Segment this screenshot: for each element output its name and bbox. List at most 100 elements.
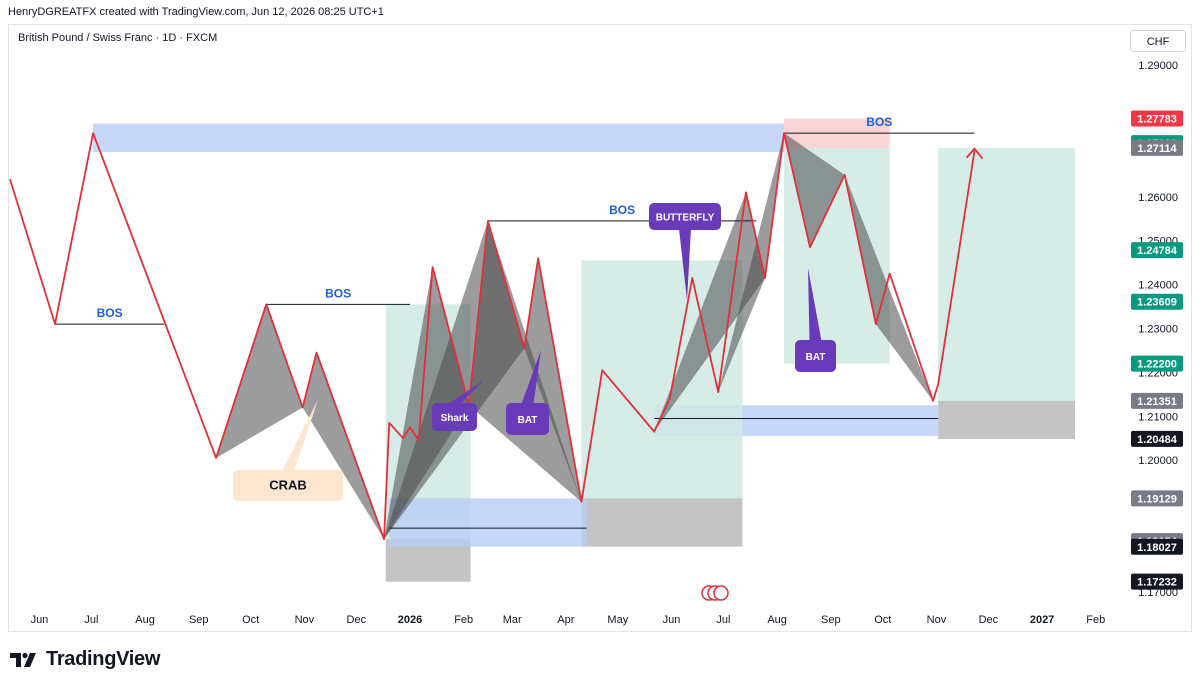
crab-label: CRAB [233, 400, 343, 501]
x-axis-tick: Sep [821, 614, 841, 626]
bos-label: BOS [97, 306, 123, 320]
label-text: BUTTERFLY [656, 213, 715, 224]
x-axis-tick: Oct [242, 614, 259, 626]
pattern-label: BAT [795, 268, 836, 372]
x-axis-tick: Jul [716, 614, 730, 626]
brand-footer[interactable]: TradingView [10, 648, 160, 671]
price-tag: 1.22200 [1131, 355, 1183, 372]
label-box [432, 403, 477, 431]
y-axis-tick: 1.20000 [1138, 455, 1178, 467]
y-axis-tick: 1.21000 [1138, 411, 1178, 423]
x-axis-tick: Feb [1086, 614, 1105, 626]
symbol-title: British Pound / Swiss Franc · 1D · FXCM [18, 32, 218, 44]
x-axis-tick: Sep [189, 614, 209, 626]
x-axis-tick: 2026 [398, 614, 422, 626]
x-axis-tick: 2027 [1030, 614, 1054, 626]
price-tag: 1.20484 [1131, 430, 1183, 447]
x-axis-tick: Jun [31, 614, 49, 626]
price-tag: 1.19129 [1131, 490, 1183, 507]
price-tag-value: 1.23609 [1137, 297, 1177, 309]
pattern-triangle-bcd-2 [524, 258, 582, 502]
x-axis-tick: Nov [295, 614, 315, 626]
x-axis-tick: Dec [979, 614, 999, 626]
price-tag-value: 1.20484 [1137, 434, 1178, 446]
price-tag-box [1131, 293, 1183, 310]
label-text: BAT [806, 352, 826, 363]
patterns-layer [216, 133, 933, 540]
label-pointer [282, 400, 318, 471]
label-box [795, 340, 836, 372]
pattern-label: BAT [506, 350, 549, 435]
label-pointer [448, 380, 484, 404]
price-tag-box [1131, 573, 1183, 590]
price-tag: 1.27783 [1131, 110, 1183, 127]
gray-zone-9 [581, 498, 743, 547]
price-tag-value: 1.27114 [1137, 143, 1177, 155]
chart-frame [8, 24, 1192, 632]
pattern-triangle-bcd-4 [844, 174, 933, 401]
label-box [233, 470, 343, 501]
price-tag-value: 1.24784 [1137, 245, 1178, 257]
x-axis-tick: Mar [503, 614, 522, 626]
label-text: CRAB [269, 478, 307, 493]
price-tag: 1.27114 [1131, 139, 1183, 156]
gray-zone-4 [938, 400, 1075, 440]
price-tag-value: 1.27783 [1137, 114, 1177, 126]
x-axis-tick: Oct [874, 614, 891, 626]
price-tag-value: 1.22200 [1137, 359, 1177, 371]
uk-flag-icon[interactable] [713, 585, 729, 601]
axes-layer: Jun Jul Aug Sep Oct Nov Dec 2026 Feb Mar Apr May Jun… [31, 60, 1183, 626]
price-tag-value: 1.21351 [1137, 396, 1177, 408]
labels-layer: CRAB Shark BAT BUTTERFLY BAT [233, 203, 836, 501]
price-tag-value: 1.18027 [1137, 542, 1177, 554]
price-tag-box [1131, 110, 1183, 127]
pattern-triangle-xab-4 [784, 133, 845, 248]
bos-label: BOS [866, 115, 892, 129]
x-axis-tick: Nov [927, 614, 947, 626]
currency-button[interactable]: CHF [1130, 30, 1186, 52]
x-axis-tick: Jun [663, 614, 681, 626]
price-tag-box [1131, 355, 1183, 372]
pattern-label: BUTTERFLY [649, 203, 721, 300]
bos-label: BOS [325, 286, 351, 300]
blue-zone-0 [93, 123, 785, 153]
pattern-triangle-xab-1 [384, 267, 469, 540]
label-box [649, 203, 721, 230]
bos-label: BOS [609, 203, 635, 217]
price-tag-box [1131, 538, 1183, 555]
price-tag-box [1131, 242, 1183, 259]
x-axis-tick: Jul [84, 614, 98, 626]
y-axis-tick: 1.26000 [1138, 192, 1178, 204]
x-axis-tick: Apr [557, 614, 574, 626]
price-line [9, 132, 976, 541]
tradingview-logo-icon [10, 652, 36, 667]
label-text: Shark [441, 413, 469, 424]
x-axis-tick: Feb [454, 614, 473, 626]
price-tag-value: 1.17232 [1137, 577, 1177, 589]
label-pointer [521, 350, 541, 404]
price-tag: 1.21351 [1131, 392, 1183, 409]
lines-layer: BOS BOS BOS BOS [9, 115, 984, 541]
label-pointer [808, 268, 822, 341]
y-axis-tick: 1.17000 [1138, 587, 1178, 599]
label-pointer [679, 229, 691, 300]
price-tag: 1.23609 [1131, 293, 1183, 310]
event-flag-group [701, 585, 729, 601]
pattern-triangle-xab-0 [216, 304, 303, 458]
zones-layer [93, 118, 1075, 582]
price-tag-value: 1.19129 [1137, 493, 1177, 505]
x-axis-tick: Dec [347, 614, 367, 626]
price-tag-box [1131, 490, 1183, 507]
pattern-label: Shark [432, 380, 484, 431]
price-tag-box [1131, 430, 1183, 447]
y-axis-tick: 1.24000 [1138, 280, 1178, 292]
price-tag-box [1131, 392, 1183, 409]
target-arrow-head [965, 147, 984, 160]
label-text: BAT [518, 415, 538, 426]
pattern-triangle-xab-2 [384, 220, 525, 540]
price-tag-box [1131, 139, 1183, 156]
price-tag: 1.18027 [1131, 538, 1183, 555]
x-axis-tick: Aug [767, 614, 787, 626]
x-axis-tick: Aug [135, 614, 155, 626]
